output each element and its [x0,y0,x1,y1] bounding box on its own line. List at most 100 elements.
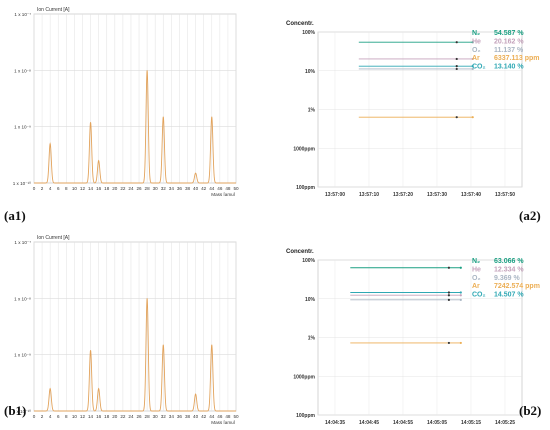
y-tick-label: 1 x 10⁻⁸ [14,68,31,73]
x-tick-label: 14:05:15 [461,420,481,426]
x-tick-label: 36 [177,186,183,191]
legend-value: 9.369 % [494,275,520,282]
series-end-point [471,116,474,119]
x-tick-label: 2 [41,186,44,191]
spectrum-trace [34,298,236,412]
x-tick-label: 18 [104,414,110,419]
x-tick-label: 14:04:45 [359,420,379,426]
y-axis-label: Ion Current [A] [37,7,70,13]
panel-label-b2: (b2) [519,403,542,418]
x-tick-label: 8 [65,414,68,419]
y-tick-label: 1 x 10⁻⁷ [14,240,31,245]
x-tick-label: 46 [217,186,223,191]
x-tick-label: 24 [128,186,134,191]
series-marker [447,266,450,269]
x-tick-label: 26 [136,186,142,191]
x-tick-label: 14:04:55 [393,420,413,426]
x-tick-label: 14:05:05 [427,420,447,426]
x-tick-label: 32 [161,414,167,419]
y-tick-label: 1% [308,108,316,114]
x-tick-label: 50 [233,186,239,191]
series-end-point [459,266,462,269]
x-axis-label: Mass [amu] [211,192,235,196]
x-tick-label: 13:57:00 [325,192,345,198]
x-tick-label: 30 [153,414,159,419]
y-tick-label: 10% [305,69,316,75]
legend-label: O₂ [472,275,481,282]
x-tick-label: 8 [65,186,68,191]
x-tick-label: 26 [136,414,142,419]
series-marker [455,57,458,61]
x-tick-label: 13:57:50 [495,192,515,198]
y-axis-label: Ion Current [A] [37,235,70,241]
y-tick-label: 1% [308,336,316,342]
legend-value: 63.066 % [494,258,524,265]
x-tick-label: 0 [33,186,36,191]
legend-label: CO₂ [472,64,486,71]
series-end-point [471,65,474,68]
x-tick-label: 42 [201,186,207,191]
mass-spectrum-chart-a1: 0 2 4 6 8 10 12 14 16 18 20 22 24 26 28 30 32 34 36 38 40 42 4… [13,7,239,196]
x-tick-label: 44 [209,414,215,419]
legend-label: N₂ [472,258,480,265]
x-tick-label: 14 [88,414,94,419]
series-end-point [471,67,474,71]
x-tick-label: 46 [217,414,223,419]
y-tick-label: 1 x 10⁻⁸ [14,296,31,301]
x-tick-label: 42 [201,414,207,419]
panel-a2: Concentr. 13:57:00 13:57:10 13:57:20 13:57:3… [260,0,550,200]
x-tick-label: 13:57:40 [461,192,481,198]
x-tick-label: 10 [72,186,78,191]
concentration-chart-a2: Concentr. 13:57:00 13:57:10 13:57:20 13:57:3… [286,21,540,198]
panel-label-b1: (b1) [4,403,27,418]
x-tick-label: 14:04:35 [325,420,345,426]
x-tick-label: 28 [145,414,151,419]
concentration-chart-b2: Concentr. 14:04:35 14:04:45 14:04:55 14:05:0… [286,249,540,426]
legend-value: 11.137 % [494,47,524,54]
x-tick-label: 34 [169,414,175,419]
y-tick-label: 1 x 10⁻¹⁰ [13,409,31,414]
x-tick-label: 48 [225,414,231,419]
y-tick-label: 1000ppm [293,374,315,380]
series-end-point [471,41,474,44]
y-tick-label: 100ppm [296,413,315,419]
legend-value: 6337.113 ppm [494,55,540,62]
x-tick-label: 38 [185,186,191,191]
x-tick-label: 24 [128,414,134,419]
y-tick-label: 100ppm [296,185,315,191]
series-end-point [471,57,474,61]
plot-area [33,241,237,412]
plot-area [33,13,237,184]
legend-value: 13.140 % [494,64,524,71]
series-marker [447,291,450,294]
x-tick-label: 28 [145,186,151,191]
x-tick-label: 34 [169,186,175,191]
x-tick-label: 22 [120,186,126,191]
legend-label: He [472,266,481,273]
x-tick-label: 44 [209,186,215,191]
series-marker [455,41,458,44]
y-tick-label: 100% [302,258,315,264]
x-tick-label: 40 [193,186,199,191]
x-tick-label: 16 [96,186,102,191]
panel-label-a1: (a1) [4,208,26,223]
legend-value: 20.162 % [494,38,524,45]
series-marker [455,67,458,71]
panel-a1: 0 2 4 6 8 10 12 14 16 18 20 22 24 26 28 30 32 34 36 38 40 42 4… [0,0,250,196]
x-tick-label: 6 [57,414,60,419]
y-tick-label: 1000ppm [293,146,315,152]
legend-label: Ar [472,55,480,62]
x-tick-label: 12 [80,186,86,191]
x-tick-label: 13:57:10 [359,192,379,198]
legend-label: N₂ [472,30,480,37]
series-end-point [459,294,462,297]
x-tick-label: 32 [161,186,167,191]
x-tick-label: 14:05:25 [495,420,515,426]
legend-value: 54.587 % [494,30,524,37]
series-marker [455,116,458,119]
x-tick-label: 36 [177,414,183,419]
x-tick-label: 10 [72,414,78,419]
legend-label: Ar [472,283,480,290]
series-end-point [459,298,462,301]
x-tick-label: 48 [225,186,231,191]
